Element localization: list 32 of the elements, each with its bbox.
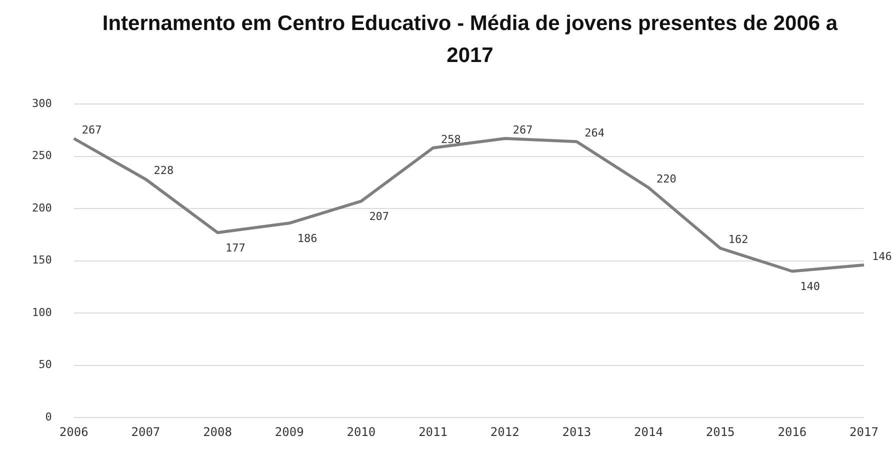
data-label: 267 [512,123,533,136]
x-tick-label: 2015 [706,424,735,439]
x-tick-label: 2010 [346,424,376,439]
data-label: 162 [728,233,748,246]
y-tick-label: 50 [38,358,52,372]
data-label: 177 [226,241,246,254]
chart-title: Internamento em Centro Educativo - Média de jovens presentes de 2006 a 2017 [101,11,839,69]
y-tick-label: 150 [32,254,52,267]
y-tick-label: 100 [32,306,52,319]
x-tick-label: 2016 [778,424,807,439]
data-label: 220 [656,172,676,186]
data-label: 186 [297,232,318,246]
data-label: 258 [441,132,461,146]
y-tick-label: 0 [45,410,52,424]
x-tick-label: 2008 [203,424,232,439]
y-tick-label: 300 [32,96,52,110]
x-tick-label: 2014 [634,424,663,439]
data-label: 264 [584,126,605,140]
x-tick-label: 2007 [131,424,160,439]
x-tick-label: 2011 [418,424,448,439]
y-tick-label: 250 [32,149,52,162]
data-label: 267 [82,123,102,136]
y-tick-label: 200 [32,201,52,214]
data-label: 228 [154,164,174,178]
x-tick-label: 2006 [59,424,88,439]
x-tick-label: 2017 [850,424,878,439]
data-label: 140 [800,280,820,294]
x-tick-label: 2009 [274,424,304,439]
data-label: 207 [369,210,390,224]
x-tick-label: 2012 [490,424,520,439]
data-label: 146 [872,250,892,263]
x-tick-label: 2013 [562,424,592,439]
